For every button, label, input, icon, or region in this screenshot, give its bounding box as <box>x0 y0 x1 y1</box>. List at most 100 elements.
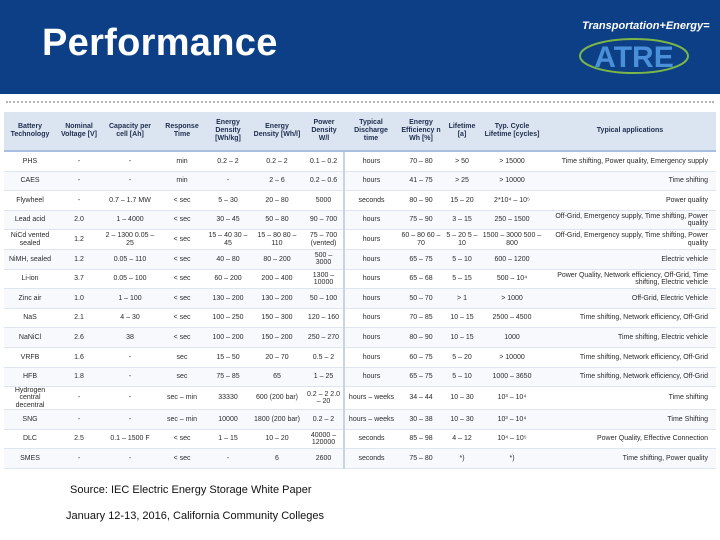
table-cell: hours <box>343 308 398 329</box>
table-cell: 5000 <box>304 190 344 211</box>
table-cell: 1000 – 3650 <box>480 367 544 388</box>
table-cell: seconds <box>343 190 398 211</box>
table-row: HFB 1.8- sec 75 – 85 65 1 – 25 hours 65 – 75 5 –… <box>4 367 716 388</box>
table-cell: 100 – 250 <box>206 308 250 329</box>
table-cell: 2.6 <box>56 327 102 348</box>
table-cell: 80 – 200 <box>250 249 304 270</box>
table-cell: 40 – 80 <box>206 249 250 270</box>
table-cell: 3 – 15 <box>444 210 480 231</box>
table-cell: seconds <box>343 448 398 469</box>
table-cell: 100 – 200 <box>206 327 250 348</box>
table-cell: - <box>56 190 102 211</box>
table-cell: - <box>56 448 102 469</box>
table-cell: 150 – 300 <box>250 308 304 329</box>
table-cell: - <box>102 347 158 368</box>
table-cell: > 25 <box>444 171 480 192</box>
technology-cell: Li-ion <box>4 269 56 290</box>
table-cell: 1000 <box>480 327 544 348</box>
table-cell: 60 – 200 <box>206 269 250 290</box>
table-row: Zinc air 1.0 1 – 100 < sec 130 – 200 130 – 20… <box>4 288 716 309</box>
table-cell: < sec <box>158 288 206 309</box>
column-header: Nominal Voltage [V] <box>56 112 102 152</box>
table-cell: 65 <box>250 367 304 388</box>
table-cell: > 15000 <box>480 151 544 172</box>
table-cell: hours – weeks <box>343 409 398 430</box>
table-cell: 75 – 700 (vented) <box>304 229 344 250</box>
table-cell: > 1 <box>444 288 480 309</box>
table-cell: 2.0 <box>56 210 102 231</box>
table-cell: 30 – 38 <box>398 409 444 430</box>
column-header: Typical Discharge time <box>344 112 398 152</box>
event-date: January 12-13, 2016, California Communit… <box>66 510 325 522</box>
table-cell: Electric vehicle <box>544 249 716 270</box>
table-cell: 1.8 <box>56 367 102 388</box>
table-cell: 15 – 20 <box>444 190 480 211</box>
table-cell: 1 – 4000 <box>102 210 158 231</box>
table-cell: 75 – 85 <box>206 367 250 388</box>
table-cell: 90 – 700 <box>304 210 344 231</box>
table-cell: 70 – 80 <box>398 151 444 172</box>
table-cell: > 1000 <box>480 288 544 309</box>
table-row: NaS 2.1 4 – 30 < sec 100 – 250 150 – 300 120 –… <box>4 308 716 329</box>
table-cell: 4 – 30 <box>102 308 158 329</box>
technology-cell: SNG <box>4 409 56 430</box>
table-cell: hours <box>343 171 398 192</box>
table-cell: 65 – 75 <box>398 249 444 270</box>
table-cell: 2 – 6 <box>250 171 304 192</box>
table-cell: 20 – 70 <box>250 347 304 368</box>
table-cell: sec – min <box>158 409 206 430</box>
table-cell: 75 – 90 <box>398 210 444 231</box>
table-cell: 0.1 – 0.2 <box>304 151 344 172</box>
technology-cell: Hydrogen central decentral <box>4 386 56 411</box>
table-cell: - <box>206 171 250 192</box>
table-cell: 1.6 <box>56 347 102 368</box>
table-cell: 0.05 – 110 <box>102 249 158 270</box>
table-body: PHS - - min 0.2 – 2 0.2 – 2 0.1 – 0.2 hours 70 –… <box>4 151 716 469</box>
technology-cell: NiMH, sealed <box>4 249 56 270</box>
table-cell: 2 – 1300 0.05 – 25 <box>102 229 158 250</box>
page-title: Performance <box>42 22 278 64</box>
table-cell: < sec <box>158 229 206 250</box>
table-cell: 40000 – 120000 <box>304 429 344 450</box>
table-cell: 15 – 50 <box>206 347 250 368</box>
table-cell: - <box>102 386 158 411</box>
technology-cell: DLC <box>4 429 56 450</box>
table-cell: 2.1 <box>56 308 102 329</box>
table-cell: 250 – 270 <box>304 327 344 348</box>
column-header: Lifetime [a] <box>444 112 480 152</box>
table-cell: 10 – 15 <box>444 327 480 348</box>
table-cell: 10 – 15 <box>444 308 480 329</box>
table-cell: Time shifting <box>544 171 716 192</box>
table-cell: 600 (200 bar) <box>250 386 304 411</box>
table-cell: 4 – 12 <box>444 429 480 450</box>
table-cell: 500 – 10⁴ <box>480 269 544 290</box>
table-cell: hours <box>343 210 398 231</box>
table-cell: 10⁴ – 10⁵ <box>480 429 544 450</box>
table-cell: 0.7 – 1.7 MW <box>102 190 158 211</box>
table-cell: Time shifting <box>544 386 716 411</box>
table-cell: < sec <box>158 190 206 211</box>
table-cell: - <box>102 367 158 388</box>
table-row: Lead acid 2.0 1 – 4000 < sec 30 – 45 50 – 80 9… <box>4 210 716 231</box>
atre-logo: ATRE <box>579 38 689 74</box>
table-cell: 65 – 68 <box>398 269 444 290</box>
table-cell: 1 – 25 <box>304 367 344 388</box>
table-cell: Time shifting, Network efficiency, Off-G… <box>544 367 716 388</box>
table-cell: 33330 <box>206 386 250 411</box>
table-cell: 200 – 400 <box>250 269 304 290</box>
technology-cell: HFB <box>4 367 56 388</box>
table-cell: - <box>56 171 102 192</box>
column-header: Energy Density [Wh/kg] <box>206 112 250 152</box>
table-cell: 85 – 98 <box>398 429 444 450</box>
table-cell: 65 – 75 <box>398 367 444 388</box>
table-cell: Time shifting, Network efficiency, Off-G… <box>544 308 716 329</box>
table-header-row: Battery Technology Nominal Voltage [V] Cap… <box>4 112 716 152</box>
table-cell: 120 – 160 <box>304 308 344 329</box>
table-cell: 0.2 – 2 <box>304 409 344 430</box>
table-cell: 0.5 – 2 <box>304 347 344 368</box>
table-cell: 60 – 75 <box>398 347 444 368</box>
table-cell: 5 – 10 <box>444 249 480 270</box>
table-cell: Time shifting, Electric vehicle <box>544 327 716 348</box>
table-cell: hours – weeks <box>343 386 398 411</box>
column-header: Battery Technology <box>4 112 56 152</box>
